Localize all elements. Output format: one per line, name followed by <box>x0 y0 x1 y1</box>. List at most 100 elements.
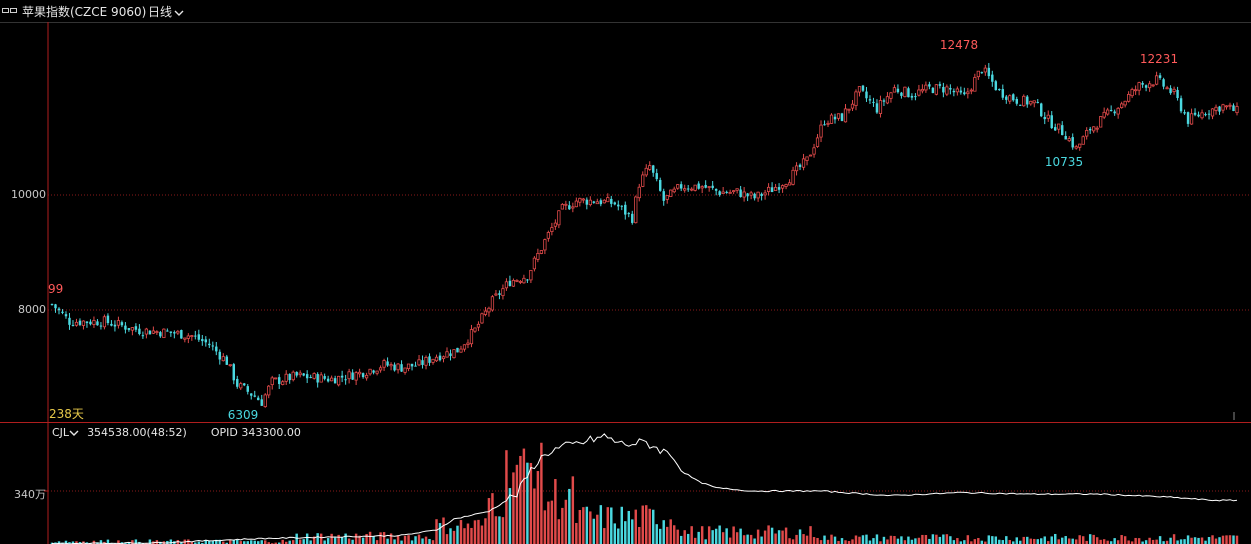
volume-bar <box>1081 536 1085 544</box>
candle-body <box>917 89 921 96</box>
candle <box>99 322 103 330</box>
candle <box>368 368 372 376</box>
candle <box>1085 127 1089 140</box>
candle-body <box>270 377 274 386</box>
candle-body <box>1127 94 1131 102</box>
volume-bar <box>281 539 284 544</box>
candle-body <box>277 377 281 385</box>
candle <box>697 181 700 190</box>
candle <box>239 381 243 391</box>
candle-body <box>648 165 652 170</box>
volume-bar <box>645 505 648 544</box>
volume-bar <box>1228 535 1232 544</box>
candle <box>298 370 302 378</box>
candle-body <box>949 87 952 90</box>
volume-bar <box>935 534 938 544</box>
candle-body <box>753 193 756 199</box>
candle <box>243 382 246 387</box>
volume-bar <box>1050 536 1053 544</box>
candle-body <box>186 335 190 339</box>
candle-body <box>1109 109 1113 111</box>
candle <box>1165 85 1169 90</box>
volume-bar <box>519 455 522 544</box>
candle-body <box>291 371 295 381</box>
volume-bar <box>578 509 582 544</box>
candle-body <box>823 124 826 126</box>
volume-bar <box>211 540 215 544</box>
period-selector[interactable]: 日线 <box>148 3 184 20</box>
candle <box>431 358 435 365</box>
candle-body <box>298 372 302 376</box>
candle <box>494 290 498 297</box>
candle <box>180 329 183 339</box>
volume-bar <box>134 539 138 544</box>
candle <box>798 163 802 171</box>
low-label-6309: 6309 <box>228 408 259 422</box>
candle <box>120 320 124 328</box>
volume-bar <box>1151 539 1155 544</box>
candle-body <box>232 364 235 381</box>
candle <box>885 92 890 105</box>
volume-bar <box>379 532 382 544</box>
volume-bar <box>316 533 319 544</box>
volume-bar <box>407 535 410 544</box>
candle-body <box>801 158 806 168</box>
candle-body <box>620 205 624 207</box>
candle-body <box>1158 75 1162 78</box>
volume-bar <box>323 540 326 544</box>
candle <box>1036 99 1039 104</box>
candle-body <box>1116 107 1120 115</box>
candle <box>652 164 655 177</box>
candle <box>843 104 848 123</box>
candle-body <box>766 186 771 192</box>
candle <box>900 91 903 99</box>
candle <box>469 324 474 348</box>
candle-body <box>756 191 760 199</box>
volume-bar <box>393 539 396 544</box>
candle-body <box>263 394 267 408</box>
candle-body <box>1074 146 1078 149</box>
candle-body <box>1186 112 1190 124</box>
candle-body <box>760 193 763 196</box>
candle <box>648 161 652 171</box>
candle <box>74 318 79 327</box>
candle <box>428 353 431 366</box>
candle-body <box>1054 127 1057 131</box>
volume-bar <box>197 541 201 544</box>
candle-body <box>1228 104 1232 107</box>
candle-body <box>197 334 201 340</box>
candle <box>672 186 676 194</box>
volume-bar <box>1190 537 1193 544</box>
candle-body <box>208 343 211 346</box>
volume-bar <box>1176 540 1179 544</box>
candle <box>819 120 823 143</box>
candle <box>903 86 907 98</box>
volume-bar <box>767 525 770 544</box>
candle-body <box>284 373 288 382</box>
candle <box>560 203 564 210</box>
volume-bar <box>344 533 347 544</box>
volume-bar <box>1232 535 1235 544</box>
candle-body <box>1232 105 1235 112</box>
candle-body <box>1144 85 1148 88</box>
candle-body <box>924 84 928 91</box>
volume-bar <box>222 541 225 544</box>
candle <box>459 345 463 353</box>
candle-body <box>344 379 347 381</box>
candle <box>197 329 201 342</box>
candle <box>295 371 298 378</box>
candle-body <box>644 167 648 176</box>
window-restore-icon[interactable] <box>2 7 18 14</box>
candle <box>501 284 505 300</box>
candle-body <box>337 375 341 386</box>
candle-body <box>116 320 121 326</box>
candle <box>232 362 235 385</box>
candle <box>92 316 96 328</box>
volume-bar <box>403 535 407 544</box>
volume-bar <box>127 542 131 544</box>
candle-body <box>693 184 697 191</box>
candle <box>1183 109 1186 115</box>
candle <box>983 64 987 76</box>
indicator-selector[interactable]: CJL <box>52 426 79 439</box>
